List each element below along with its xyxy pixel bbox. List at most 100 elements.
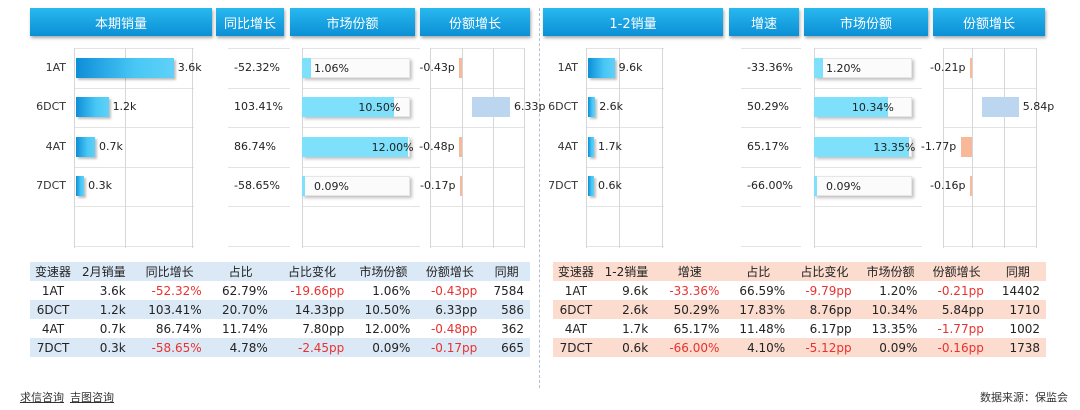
sales-left-category-label: 6DCT — [36, 100, 66, 113]
sales-left-category-label: 1AT — [45, 61, 66, 74]
yoy-left-value: 103.41% — [234, 100, 283, 113]
table-left-cell: 3.6k — [99, 283, 126, 298]
grid-line — [228, 246, 290, 247]
share-left-data-label: 1.06% — [314, 62, 349, 75]
sales-right-data-label: 9.6k — [618, 61, 643, 74]
table-left-cell: 4AT — [41, 321, 65, 336]
table-right-header: 变速器 1-2销量 增速 占比 占比变化 市场份额 份额增长 同期 — [553, 262, 1046, 281]
table-left-cell: 0.09% — [350, 338, 417, 357]
table-right-cell: 7DCT — [553, 338, 599, 357]
grid-line — [741, 206, 801, 207]
table-row: 6DCT 1.2k 103.41% 20.70% 14.33pp 10.50% 6.33pp… — [30, 300, 530, 319]
table-right-cell: 1738 — [989, 338, 1046, 357]
grid-line — [302, 246, 420, 247]
table-right-cell: 66.59% — [739, 283, 786, 298]
table-left-column-header: 同比增长 — [131, 262, 208, 281]
table-right-cell: -9.79pp — [805, 283, 852, 298]
grid-line-vertical — [192, 48, 193, 248]
table-right-cell: -66.00% — [654, 338, 726, 357]
table-left-cell: 586 — [483, 300, 530, 319]
grid-line — [943, 206, 1036, 207]
table-right-cell: 1AT — [564, 283, 587, 298]
grid-line-vertical — [524, 48, 525, 248]
table-left-column-header: 占比 — [207, 262, 274, 281]
grid-line-vertical — [1004, 48, 1005, 248]
share-growth-right-bar — [982, 97, 1019, 117]
table-left-cell: -58.65% — [131, 338, 208, 357]
grid-line-vertical — [1036, 48, 1037, 248]
table-left-cell: 10.50% — [350, 300, 417, 319]
table-right-cell: -33.36% — [669, 283, 720, 298]
table-row: 4AT 0.7k 86.74% 11.74% 7.80pp 12.00% -0.48pp 36… — [30, 319, 530, 338]
grid-line — [74, 88, 194, 89]
share-growth-right-data-label: 5.84p — [1022, 100, 1055, 113]
grid-line — [586, 206, 664, 207]
share-growth-right-data-label: -1.77p — [920, 140, 957, 153]
table-left-cell: 7584 — [493, 283, 524, 298]
sales-right-data-label: 2.6k — [599, 100, 624, 113]
sales-left-category-label: 4AT — [45, 140, 66, 153]
table-row: 7DCT 0.6k -66.00% 4.10% -5.12pp 0.09% -0.16pp 1… — [553, 338, 1046, 357]
sales-right-category-label: 1AT — [557, 61, 578, 74]
table-left-cell: -2.45pp — [273, 338, 351, 357]
header-left-yoy: 同比增长 — [216, 8, 284, 36]
table-left-cell: 12.00% — [364, 321, 411, 336]
grid-line-vertical — [662, 48, 663, 248]
share-right-bar — [814, 137, 910, 157]
table-left-cell: 62.79% — [221, 283, 268, 298]
grid-line — [74, 167, 194, 168]
footer-link-qiuxin[interactable]: 求信咨询 — [20, 391, 64, 404]
grid-line — [430, 127, 524, 128]
grid-line — [302, 88, 420, 89]
grid-line — [74, 206, 194, 207]
grid-line — [741, 48, 801, 49]
table-right-cell: 10.34% — [857, 300, 924, 319]
table-left-column-header: 占比变化 — [273, 262, 351, 281]
grid-line — [814, 206, 922, 207]
grid-line — [741, 246, 801, 247]
grid-line — [430, 48, 524, 49]
table-left-cell: 7.80pp — [302, 321, 345, 336]
grid-line — [814, 88, 922, 89]
table-row: 6DCT 2.6k 50.29% 17.83% 8.76pp 10.34% 5.84pp 17… — [553, 300, 1046, 319]
share-left-data-label: 10.50% — [358, 101, 401, 114]
footer-link-jitu[interactable]: 吉图咨询 — [70, 391, 114, 404]
table-left-cell: 7DCT — [30, 338, 76, 357]
sales-left-data-label: 3.6k — [177, 61, 202, 74]
sales-left-data-label: 0.7k — [99, 140, 123, 153]
table-right-cell: 2.6k — [598, 300, 655, 319]
share-growth-left-data-label: 6.33p — [513, 100, 546, 113]
sales-right-bar — [588, 97, 596, 117]
growth-right-value: 65.17% — [747, 140, 789, 153]
table-left-header: 变速器 2月销量 同比增长 占比 占比变化 市场份额 份额增长 同期 — [30, 262, 530, 281]
sales-left-bar — [76, 58, 174, 78]
table-left-cell: -0.48pp — [430, 321, 478, 336]
grid-line — [814, 48, 922, 49]
table-right-cell: 65.17% — [673, 321, 720, 336]
share-growth-right-bar — [960, 137, 972, 157]
table-right-cell: -0.21pp — [937, 283, 984, 298]
grid-line — [943, 246, 1036, 247]
header-right-share-growth: 份额增长 — [933, 8, 1045, 36]
grid-line — [586, 167, 664, 168]
table-left-cell: 86.74% — [155, 321, 202, 336]
table-left-cell: -19.66pp — [290, 283, 345, 298]
share-growth-right-data-label: -0.21p — [930, 61, 966, 74]
table-right-cell: 5.84pp — [923, 300, 990, 319]
table-right-cell: 13.35% — [871, 321, 918, 336]
table-row: 1AT 3.6k -52.32% 62.79% -19.66pp 1.06% -0.43pp… — [30, 281, 530, 300]
table-left-column-header: 变速器 — [30, 262, 76, 281]
grid-line — [430, 206, 524, 207]
share-growth-left-bar — [472, 97, 510, 117]
grid-line — [74, 127, 194, 128]
grid-line-vertical — [462, 48, 463, 248]
table-right: 变速器 1-2销量 增速 占比 占比变化 市场份额 份额增长 同期 1AT 9.6k -33.36… — [553, 262, 1046, 357]
grid-line — [814, 246, 922, 247]
table-right-column-header: 变速器 — [553, 262, 599, 281]
grid-line — [943, 167, 1036, 168]
table-right-column-header: 份额增长 — [923, 262, 990, 281]
share-growth-left-data-label: -0.43p — [419, 61, 455, 74]
header-right-growth: 增速 — [729, 8, 799, 36]
sales-left-data-label: 1.2k — [112, 100, 137, 113]
growth-right-value: -66.00% — [747, 179, 793, 192]
